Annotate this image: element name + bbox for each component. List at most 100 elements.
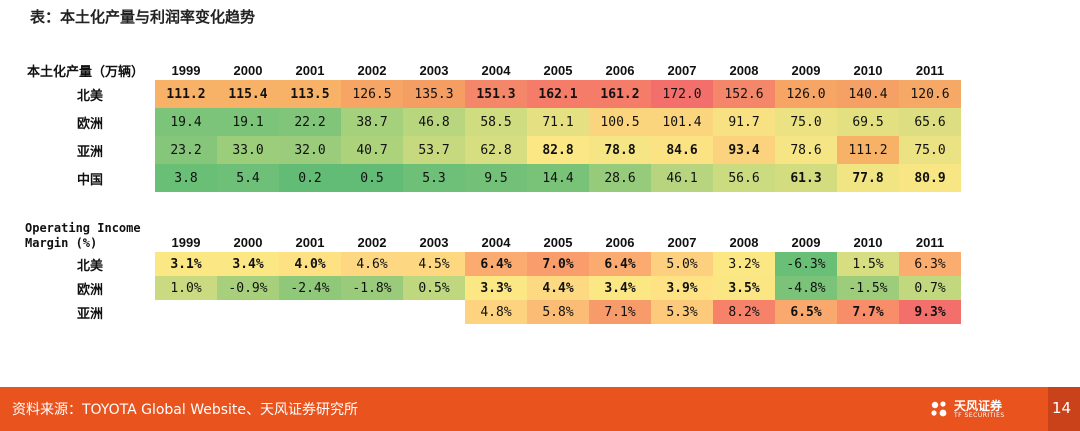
source-note: 资料来源：TOYOTA Global Website、天风证券研究所 bbox=[12, 402, 359, 418]
data-cell: 65.6 bbox=[899, 108, 961, 136]
data-cell: 0.2 bbox=[279, 164, 341, 192]
data-cell: 162.1 bbox=[527, 80, 589, 108]
data-cell: 80.9 bbox=[899, 164, 961, 192]
data-cell: -1.8% bbox=[341, 276, 403, 300]
data-cell: 113.5 bbox=[279, 80, 341, 108]
data-cell: 23.2 bbox=[155, 136, 217, 164]
data-cell: 78.6 bbox=[775, 136, 837, 164]
table-row: 北美 3.1% 3.4% 4.0% 4.6% 4.5% 6.4% 7.0% 6.4% 5.0% 3.… bbox=[25, 252, 961, 276]
data-cell: 111.2 bbox=[155, 80, 217, 108]
row-label: 欧洲 bbox=[76, 116, 103, 132]
data-cell: 3.9% bbox=[651, 276, 713, 300]
data-cell: 126.5 bbox=[341, 80, 403, 108]
margin-header-line2: Margin (%) bbox=[25, 236, 98, 250]
year-header: 2004 bbox=[481, 235, 511, 250]
data-cell: 4.5% bbox=[403, 252, 465, 276]
production-header: 本土化产量（万辆） bbox=[27, 64, 145, 80]
year-header: 2003 bbox=[419, 63, 449, 78]
data-cell: 5.3 bbox=[403, 164, 465, 192]
data-cell: 7.0% bbox=[527, 252, 589, 276]
data-cell bbox=[217, 300, 279, 324]
data-cell: 3.2% bbox=[713, 252, 775, 276]
data-cell: 4.4% bbox=[527, 276, 589, 300]
data-cell bbox=[155, 300, 217, 324]
row-label: 北美 bbox=[76, 258, 103, 274]
table-row: 北美 111.2 115.4 113.5 126.5 135.3 151.3 162.1 161… bbox=[25, 80, 961, 108]
production-table: 本土化产量（万辆） 1999 2000 2001 2002 2003 2004 2005 200… bbox=[25, 60, 961, 192]
data-cell: 38.7 bbox=[341, 108, 403, 136]
data-cell: 75.0 bbox=[899, 136, 961, 164]
data-cell: 140.4 bbox=[837, 80, 899, 108]
data-cell: 5.8% bbox=[527, 300, 589, 324]
data-cell: 53.7 bbox=[403, 136, 465, 164]
table-row: 欧洲 19.4 19.1 22.2 38.7 46.8 58.5 71.1 100.5 101.4… bbox=[25, 108, 961, 136]
year-header-row: Operating Income Margin (%) 1999 2000 2001 20… bbox=[25, 220, 961, 252]
data-cell: -1.5% bbox=[837, 276, 899, 300]
data-cell: 33.0 bbox=[217, 136, 279, 164]
data-cell: 6.4% bbox=[589, 252, 651, 276]
data-cell: 78.8 bbox=[589, 136, 651, 164]
logo-text: 天风证券 bbox=[954, 398, 1003, 413]
data-cell: 126.0 bbox=[775, 80, 837, 108]
data-cell bbox=[279, 300, 341, 324]
data-cell: 75.0 bbox=[775, 108, 837, 136]
data-cell: 6.4% bbox=[465, 252, 527, 276]
data-cell: 1.5% bbox=[837, 252, 899, 276]
year-header: 2007 bbox=[667, 63, 697, 78]
data-cell: 101.4 bbox=[651, 108, 713, 136]
data-cell: 100.5 bbox=[589, 108, 651, 136]
data-cell: 151.3 bbox=[465, 80, 527, 108]
year-header: 2002 bbox=[357, 235, 387, 250]
data-cell: 3.5% bbox=[713, 276, 775, 300]
data-cell: 84.6 bbox=[651, 136, 713, 164]
data-cell: 135.3 bbox=[403, 80, 465, 108]
data-cell: 4.8% bbox=[465, 300, 527, 324]
data-cell: 62.8 bbox=[465, 136, 527, 164]
margin-table: Operating Income Margin (%) 1999 2000 2001 20… bbox=[25, 220, 961, 324]
row-label: 欧洲 bbox=[76, 282, 103, 298]
flower-logo-icon bbox=[931, 401, 947, 417]
page-number-box bbox=[1048, 387, 1080, 431]
data-cell: 0.5% bbox=[403, 276, 465, 300]
data-cell: 19.4 bbox=[155, 108, 217, 136]
year-header: 2004 bbox=[481, 63, 511, 78]
year-header: 2002 bbox=[357, 63, 387, 78]
data-cell: 58.5 bbox=[465, 108, 527, 136]
data-cell: 71.1 bbox=[527, 108, 589, 136]
data-cell: 32.0 bbox=[279, 136, 341, 164]
data-cell: 0.5 bbox=[341, 164, 403, 192]
data-cell: 5.0% bbox=[651, 252, 713, 276]
data-cell: 46.1 bbox=[651, 164, 713, 192]
data-cell: 46.8 bbox=[403, 108, 465, 136]
data-cell: 6.3% bbox=[899, 252, 961, 276]
table-row: 亚洲 23.2 33.0 32.0 40.7 53.7 62.8 82.8 78.8 84.6 93… bbox=[25, 136, 961, 164]
company-logo: 天风证券 TF SECURITIES bbox=[928, 395, 1005, 423]
year-header: 2005 bbox=[543, 235, 573, 250]
row-label: 北美 bbox=[76, 88, 103, 104]
year-header: 2007 bbox=[667, 235, 697, 250]
data-cell: 3.4% bbox=[217, 252, 279, 276]
year-header: 2001 bbox=[295, 235, 325, 250]
year-header: 2008 bbox=[729, 235, 759, 250]
page-number: 14 bbox=[1052, 399, 1072, 417]
data-cell: 152.6 bbox=[713, 80, 775, 108]
data-cell: 3.1% bbox=[155, 252, 217, 276]
data-cell bbox=[341, 300, 403, 324]
data-cell: 69.5 bbox=[837, 108, 899, 136]
data-cell: 111.2 bbox=[837, 136, 899, 164]
year-header: 2011 bbox=[915, 235, 945, 250]
data-cell: 0.7% bbox=[899, 276, 961, 300]
data-cell: 4.6% bbox=[341, 252, 403, 276]
table-row: 亚洲 4.8% 5.8% 7.1% 5.3% 8.2% 6.5% 7.7% 9.3% bbox=[25, 300, 961, 324]
year-header: 2000 bbox=[233, 63, 263, 78]
data-cell: 4.0% bbox=[279, 252, 341, 276]
data-cell: 7.7% bbox=[837, 300, 899, 324]
data-cell: 9.3% bbox=[899, 300, 961, 324]
year-header: 2011 bbox=[915, 63, 945, 78]
data-cell: 40.7 bbox=[341, 136, 403, 164]
year-header: 2008 bbox=[729, 63, 759, 78]
data-cell: 56.6 bbox=[713, 164, 775, 192]
data-cell: 3.8 bbox=[155, 164, 217, 192]
data-cell: 5.4 bbox=[217, 164, 279, 192]
margin-header-line1: Operating Income bbox=[25, 221, 141, 235]
